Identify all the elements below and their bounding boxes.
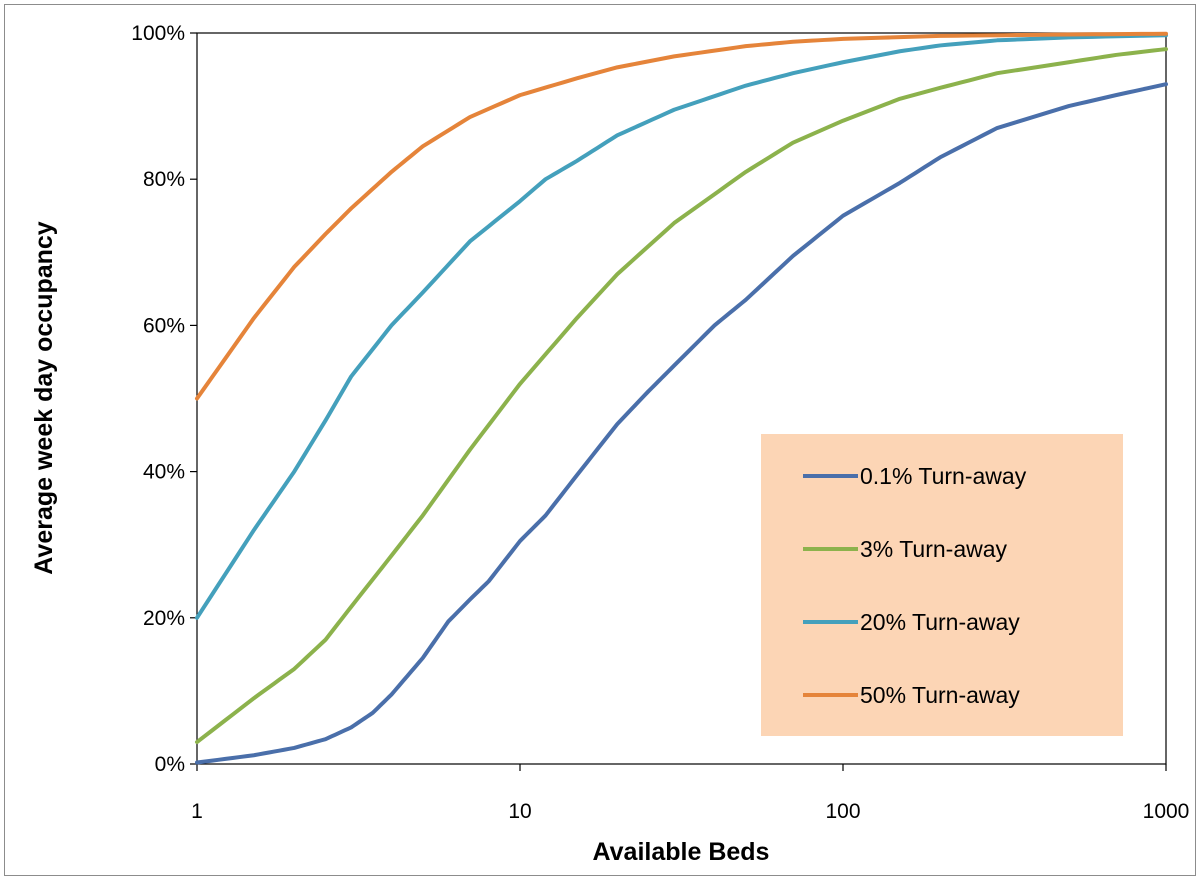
- legend-label: 3% Turn-away: [860, 536, 1008, 562]
- series-line-2: [195, 47, 1168, 745]
- legend-label: 20% Turn-away: [860, 609, 1020, 635]
- x-tick-label: 1: [191, 800, 203, 823]
- y-tick-label: 0%: [155, 753, 185, 776]
- series-group: [195, 31, 1168, 765]
- series-line-3: [195, 33, 1168, 620]
- x-tick-label: 1000: [1143, 800, 1190, 823]
- legend: 0.1% Turn-away 3% Turn-away 20% Turn-away 5…: [761, 434, 1123, 736]
- x-tick-label: 100: [825, 800, 860, 823]
- legend-box: [761, 434, 1123, 736]
- y-tick-label: 40%: [143, 461, 185, 484]
- x-tick-label: 10: [508, 800, 531, 823]
- y-tick-label: 20%: [143, 607, 185, 630]
- x-axis-title: Available Beds: [593, 838, 770, 866]
- series-line-1: [195, 82, 1168, 765]
- y-tick-label: 60%: [143, 314, 185, 337]
- legend-label: 50% Turn-away: [860, 682, 1020, 708]
- y-axis: 0% 20% 40% 60% 80% 100%: [131, 22, 197, 776]
- y-axis-title: Average week day occupancy: [30, 221, 58, 575]
- y-tick-label: 80%: [143, 168, 185, 191]
- legend-label: 0.1% Turn-away: [860, 463, 1027, 489]
- y-tick-label: 100%: [131, 22, 185, 45]
- series-line-4: [195, 31, 1168, 401]
- x-axis: 1 10 100 1000: [191, 764, 1189, 823]
